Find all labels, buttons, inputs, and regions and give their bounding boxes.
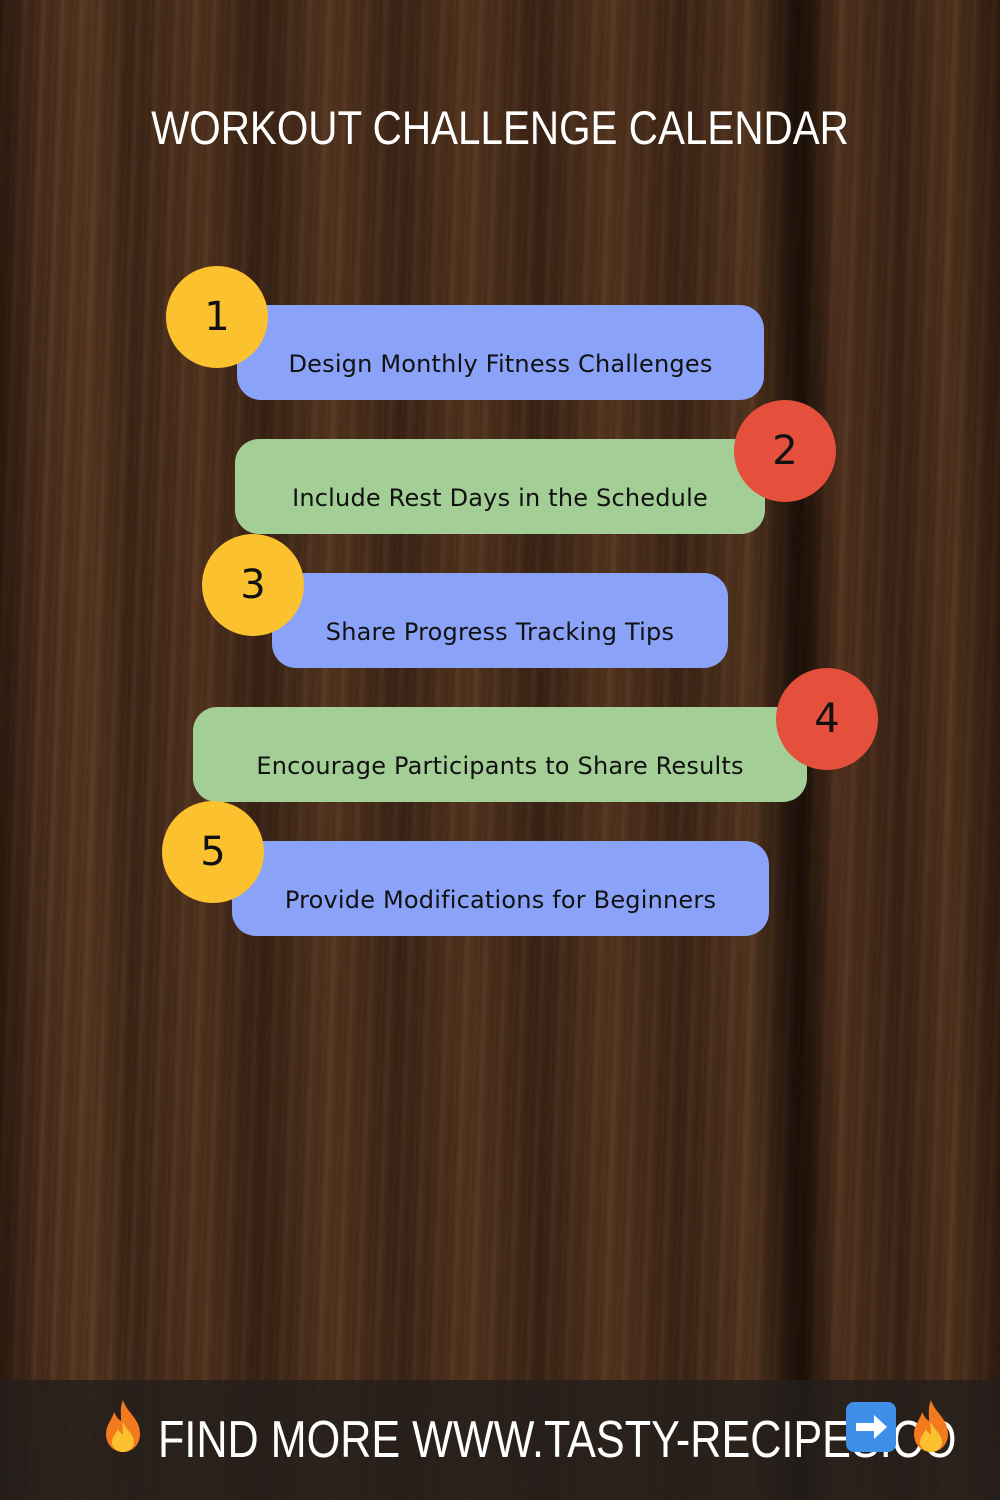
- step-label-3: Share Progress Tracking Tips: [325, 618, 675, 646]
- footer-banner: FIND MORE WWW.TASTY-RECIPES.CO: [0, 1380, 1000, 1500]
- step-card-3: Share Progress Tracking Tips: [272, 573, 728, 668]
- fire-icon: [106, 1400, 140, 1452]
- step-number-badge-3: 3: [202, 534, 304, 636]
- step-label-4: Encourage Participants to Share Results: [256, 752, 744, 780]
- step-label-2: Include Rest Days in the Schedule: [292, 484, 708, 512]
- footer-link-text[interactable]: FIND MORE WWW.TASTY-RECIPES.CO: [158, 1411, 957, 1469]
- page-title: WORKOUT CHALLENGE CALENDAR: [151, 101, 849, 154]
- step-number-badge-1: 1: [166, 266, 268, 368]
- arrow-right-icon: [846, 1402, 896, 1452]
- step-card-4: Encourage Participants to Share Results: [193, 707, 807, 802]
- step-card-1: Design Monthly Fitness Challenges: [237, 305, 764, 400]
- step-label-1: Design Monthly Fitness Challenges: [288, 350, 713, 378]
- step-card-2: Include Rest Days in the Schedule: [235, 439, 765, 534]
- step-label-5: Provide Modifications for Beginners: [284, 886, 717, 914]
- step-number-badge-4: 4: [776, 668, 878, 770]
- step-number-badge-5: 5: [162, 801, 264, 903]
- step-number-badge-2: 2: [734, 400, 836, 502]
- fire-icon: [914, 1400, 948, 1452]
- step-card-5: Provide Modifications for Beginners: [232, 841, 769, 936]
